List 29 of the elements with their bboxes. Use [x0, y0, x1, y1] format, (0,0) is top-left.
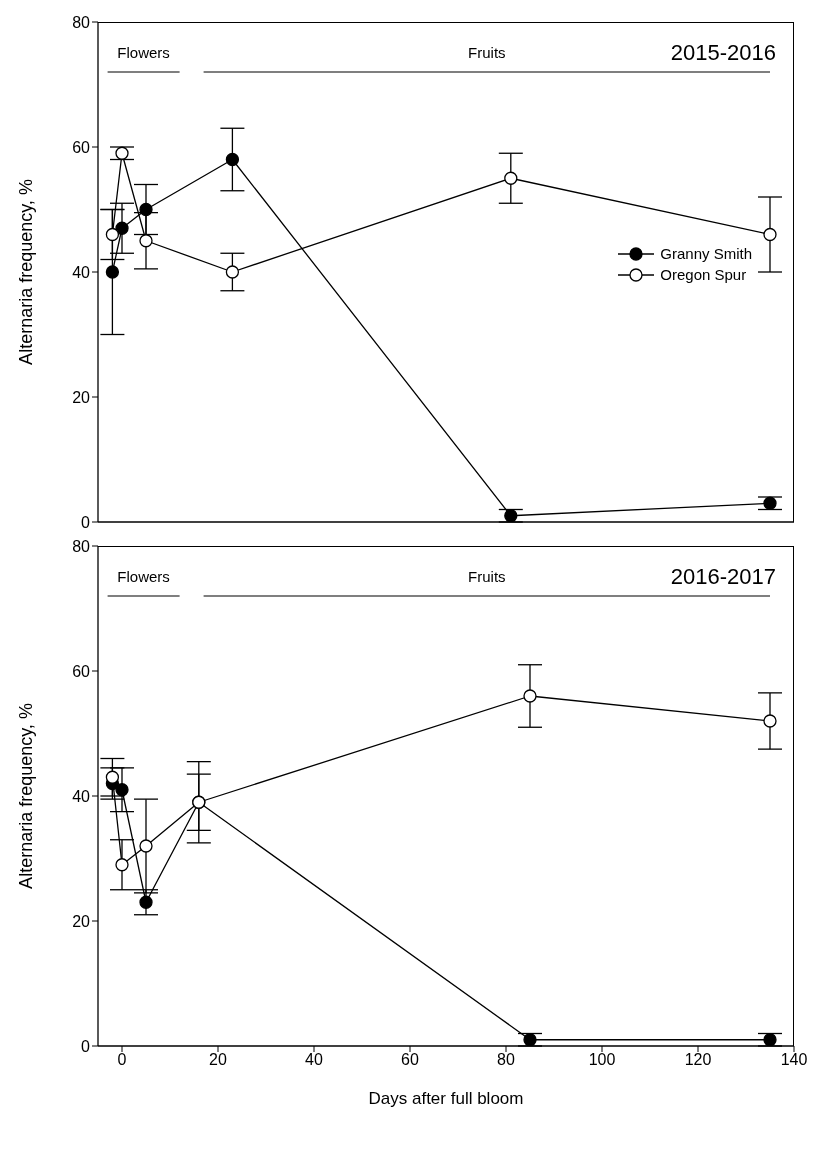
y-tick-label: 0	[81, 513, 91, 531]
y-tick-label: 60	[72, 662, 91, 680]
y-axis-title: Alternaria frequency, %	[16, 179, 37, 365]
x-tick-label: 40	[305, 1051, 323, 1069]
x-tick-label: 120	[684, 1051, 712, 1069]
legend-label: Granny Smith	[660, 245, 752, 262]
x-axis-title: Days after full bloom	[368, 1089, 524, 1108]
annotation: Fruits	[468, 567, 506, 585]
y-tick-label: 20	[72, 388, 91, 406]
x-tick-label: 140	[780, 1051, 808, 1069]
x-tick-label: 100	[588, 1051, 616, 1069]
x-tick-label: 20	[209, 1051, 227, 1069]
x-tick-label: 80	[497, 1051, 515, 1069]
y-tick-label: 60	[72, 138, 91, 156]
annotation: Flowers	[117, 567, 170, 585]
text: 2016-2017	[670, 564, 776, 590]
legend-label: Oregon Spur	[660, 266, 747, 283]
annotation: Flowers	[117, 43, 170, 61]
x-tick-label: 60	[401, 1051, 419, 1069]
y-tick-label: 20	[72, 912, 91, 930]
y-axis-title: Alternaria frequency, %	[16, 703, 37, 889]
y-tick-label: 0	[81, 1037, 91, 1055]
y-tick-label: 40	[72, 787, 91, 805]
annotation: Fruits	[468, 43, 506, 61]
y-tick-label: 80	[72, 537, 91, 555]
y-tick-label: 40	[72, 263, 91, 281]
text: 2015-2016	[670, 40, 776, 66]
x-tick-label: 0	[117, 1051, 127, 1069]
y-tick-label: 80	[72, 13, 91, 31]
